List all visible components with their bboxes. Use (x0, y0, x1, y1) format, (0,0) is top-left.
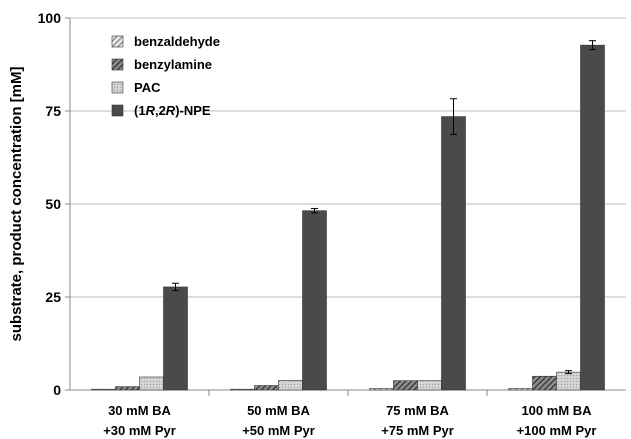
error-bars (172, 40, 596, 375)
bar (508, 388, 533, 391)
y-tick-labels: 0 25 50 75 100 (38, 10, 62, 398)
gridlines (70, 17, 626, 298)
bar (417, 380, 442, 391)
bar (302, 210, 327, 391)
legend-swatch (111, 35, 124, 48)
y-tick-label: 50 (45, 196, 61, 212)
y-axis-title: substrate, product concentration [mM] (8, 66, 25, 341)
bar (393, 380, 418, 391)
bar (556, 371, 581, 391)
x-category-label: 30 mM BA (108, 403, 171, 418)
bar (230, 388, 255, 391)
y-tick-label: 25 (45, 289, 61, 305)
bar (254, 385, 279, 391)
y-tick-label: 100 (38, 10, 62, 26)
bar (139, 376, 164, 391)
legend-label: (1R,2R)-NPE (134, 103, 211, 118)
y-tick-label: 75 (45, 103, 61, 119)
x-category-label: 100 mM BA (521, 403, 592, 418)
x-category-labels: 30 mM BA +30 mM Pyr 50 mM BA +50 mM Pyr 75 m… (103, 403, 596, 438)
x-category-label: 75 mM BA (386, 403, 449, 418)
bar (580, 44, 605, 391)
x-category-label: 50 mM BA (247, 403, 310, 418)
legend-label: benzylamine (134, 57, 212, 72)
legend-label: PAC (134, 80, 161, 95)
bar (278, 380, 303, 391)
legend: benzaldehyde benzylamine PAC (1R,2R)-NPE (111, 34, 220, 118)
axes (65, 17, 626, 396)
bar (115, 386, 140, 391)
bars (91, 44, 605, 391)
bar (369, 388, 394, 391)
bar (532, 375, 557, 391)
bar (91, 388, 116, 391)
x-category-label: +75 mM Pyr (381, 423, 454, 438)
legend-swatch (111, 58, 124, 71)
legend-swatch (111, 81, 124, 94)
x-category-label: +30 mM Pyr (103, 423, 176, 438)
bar (441, 116, 466, 391)
x-category-label: +50 mM Pyr (242, 423, 315, 438)
bar (163, 286, 188, 391)
legend-label: benzaldehyde (134, 34, 220, 49)
x-category-label: +100 mM Pyr (517, 423, 597, 438)
y-tick-label: 0 (53, 382, 61, 398)
legend-swatch (111, 104, 124, 117)
